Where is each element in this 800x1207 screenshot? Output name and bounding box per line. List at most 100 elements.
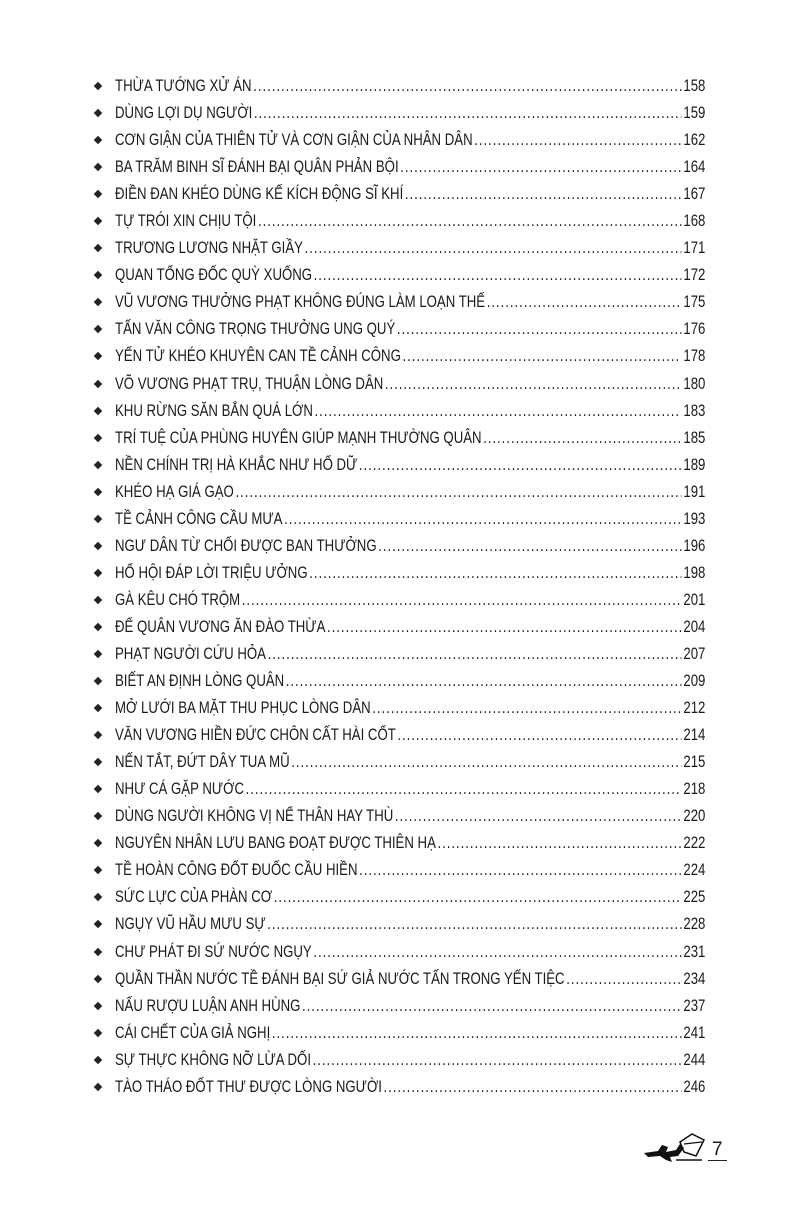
toc-entry: GÀ KÊU CHÓ TRỘM 201 [0, 587, 800, 614]
toc-entry-page: 176 [683, 320, 706, 339]
diamond-bullet-icon [93, 866, 103, 875]
dot-leader [268, 641, 682, 668]
diamond-bullet-icon [93, 676, 103, 686]
toc-entry-page: 189 [683, 455, 706, 474]
dot-leader [272, 1020, 682, 1047]
toc-line: SỨC LỰC CỦA PHÀN CƠ 225 [115, 884, 705, 911]
diamond-bullet-icon [93, 379, 103, 388]
toc-entry-title: ĐỂ QUÂN VƯƠNG ĂN ĐÀO THỪA [115, 617, 326, 636]
toc-entry-title: THỪA TƯỚNG XỬ ÁN [115, 77, 252, 95]
toc-entry-page: 171 [683, 239, 706, 258]
toc-entry: DÙNG LỢI DỤ NGƯỜI 159 [0, 100, 800, 127]
toc-entry-page: 228 [683, 915, 706, 934]
toc-line: QUAN TỔNG ĐỐC QUỲ XUỐNG 172 [115, 262, 705, 289]
toc-entry: NGƯ DÂN TỪ CHỐI ĐƯỢC BAN THƯỞNG 196 [0, 533, 800, 560]
toc-entry: TỀ CẢNH CÔNG CẦU MƯA 193 [0, 506, 800, 533]
toc-line: NGƯ DÂN TỪ CHỐI ĐƯỢC BAN THƯỞNG 196 [115, 533, 705, 560]
toc-entry-title: TRÍ TUỆ CỦA PHÙNG HUYÊN GIÚP MẠNH THƯỜNG… [115, 428, 482, 447]
toc-line: NẾN TẮT, ĐỨT DÂY TUA MŨ 215 [115, 749, 705, 776]
toc-line: HỔ HỘI ĐÁP LỜI TRIỆU ƯỞNG 198 [115, 560, 705, 587]
diamond-bullet-icon [93, 406, 103, 415]
toc-line: BA TRĂM BINH SĨ ĐÁNH BẠI QUÂN PHẢN BỘI 16… [115, 154, 705, 181]
diamond-bullet-icon [93, 1001, 103, 1010]
toc-entry: CƠN GIẬN CỦA THIÊN TỬ VÀ CƠN GIẬN CỦA NH… [0, 127, 800, 154]
dot-leader [313, 939, 681, 966]
toc-entry-title: KHÉO HẠ GIÁ GẠO [115, 482, 234, 501]
toc-entry-page: 167 [683, 185, 706, 204]
dot-leader [313, 1047, 682, 1074]
toc-entry-title: CÁI CHẾT CỦA GIẢ NGHỊ [115, 1023, 271, 1042]
toc-entry-title: HỔ HỘI ĐÁP LỜI TRIỆU ƯỞNG [115, 563, 308, 582]
toc-entry-title: TÀO THÁO ĐỐT THƯ ĐƯỢC LÒNG NGƯỜI [115, 1077, 382, 1096]
toc-entry: TRƯƠNG LƯƠNG NHẶT GIẦY 171 [0, 235, 800, 262]
toc-entry-page: 168 [683, 212, 706, 231]
dot-leader [359, 857, 682, 884]
toc-line: DÙNG NGƯỜI KHÔNG VỊ NỂ THÂN HAY THÙ 220 [115, 803, 705, 830]
toc-line: THỪA TƯỚNG XỬ ÁN 158 [115, 73, 705, 100]
toc-line: KHU RỪNG SĂN BẮN QUÁ LỚN 183 [115, 398, 705, 425]
diamond-bullet-icon [93, 703, 103, 713]
toc-entry-title: BIẾT AN ĐỊNH LÒNG QUÂN [115, 672, 285, 691]
toc-line: NGỤY VŨ HẦU MƯU SỰ 228 [115, 911, 705, 938]
dot-leader [235, 479, 681, 506]
toc-entry-page: 222 [683, 834, 706, 853]
page-number: 7 [708, 1140, 727, 1161]
diamond-bullet-icon [93, 893, 103, 902]
toc-line: TẤN VĂN CÔNG TRỌNG THƯỞNG UNG QUÝ 176 [115, 316, 705, 343]
toc-entry-page: 246 [683, 1077, 706, 1096]
toc-entry-page: 196 [683, 536, 706, 555]
diamond-bullet-icon [93, 839, 103, 848]
toc-entry-title: VĂN VƯƠNG HIỀN ĐỨC CHÔN CẤT HÀI CỐT [115, 726, 396, 745]
toc-entry-title: TỀ HOÀN CÔNG ĐỐT ĐUỐC CẦU HIỀN [115, 861, 358, 880]
toc-entry: TỰ TRÓI XIN CHỊU TỘI 168 [0, 208, 800, 235]
toc-entry-page: 183 [683, 401, 706, 420]
toc-entry-page: 193 [683, 509, 706, 528]
toc-entry-title: TẤN VĂN CÔNG TRỌNG THƯỞNG UNG QUÝ [115, 320, 396, 339]
toc-line: CHƯ PHÁT ĐI SỨ NƯỚC NGỤY 231 [115, 939, 705, 966]
diamond-bullet-icon [93, 541, 103, 551]
toc-entry: QUẦN THẦN NƯỚC TỀ ĐÁNH BẠI SỨ GIẢ NƯỚC T… [0, 966, 800, 993]
dot-leader [397, 316, 682, 343]
diamond-bullet-icon [93, 189, 103, 199]
toc-entry: BA TRĂM BINH SĨ ĐÁNH BẠI QUÂN PHẢN BỘI 16… [0, 154, 800, 181]
diamond-bullet-icon [93, 108, 103, 118]
dot-leader [302, 993, 682, 1020]
toc-line: KHÉO HẠ GIÁ GẠO 191 [115, 479, 705, 506]
toc-entry: SỨC LỰC CỦA PHÀN CƠ 225 [0, 884, 800, 911]
toc-entry: KHU RỪNG SĂN BẮN QUÁ LỚN 183 [0, 398, 800, 425]
dot-leader [395, 803, 682, 830]
toc-entry: ĐIỀN ĐAN KHÉO DÙNG KẾ KÍCH ĐỘNG SĨ KHÍ 16… [0, 181, 800, 208]
toc-line: MỞ LƯỚI BA MẶT THU PHỤC LÒNG DÂN 212 [115, 695, 705, 722]
toc-line: CƠN GIẬN CỦA THIÊN TỬ VÀ CƠN GIẬN CỦA NH… [115, 127, 705, 154]
toc-entry-page: 237 [683, 996, 706, 1015]
diamond-bullet-icon [93, 920, 103, 929]
toc-entry-title: CHƯ PHÁT ĐI SỨ NƯỚC NGỤY [115, 942, 312, 961]
toc-entry: VĂN VƯƠNG HIỀN ĐỨC CHÔN CẤT HÀI CỐT 214 [0, 722, 800, 749]
toc-entry: HỔ HỘI ĐÁP LỜI TRIỆU ƯỞNG 198 [0, 560, 800, 587]
dot-leader [309, 560, 682, 587]
toc-entry-page: 209 [683, 672, 706, 691]
toc-entry: CÁI CHẾT CỦA GIẢ NGHỊ 241 [0, 1020, 800, 1047]
dot-leader [291, 749, 682, 776]
dot-leader [474, 127, 682, 154]
toc-entry-page: 231 [683, 942, 706, 961]
toc-entry: MỞ LƯỚI BA MẶT THU PHỤC LÒNG DÂN 212 [0, 695, 800, 722]
toc-line: VÕ VƯƠNG PHẠT TRỤ, THUẬN LÒNG DÂN 180 [115, 371, 705, 398]
dot-leader [437, 830, 681, 857]
toc-entry-page: 220 [683, 807, 706, 826]
toc-entry-title: GÀ KÊU CHÓ TRỘM [115, 590, 241, 609]
diamond-bullet-icon [93, 352, 103, 361]
diamond-bullet-icon [93, 135, 103, 145]
toc-entry-title: SỨC LỰC CỦA PHÀN CƠ [115, 888, 273, 907]
toc-entry: NGUYÊN NHÂN LƯU BANG ĐOẠT ĐƯỢC THIÊN HẠ 2… [0, 830, 800, 857]
toc-entry-page: 158 [683, 77, 706, 95]
page-footer: 7 [640, 1130, 740, 1170]
dot-leader [267, 911, 682, 938]
toc-entry-page: 224 [683, 861, 706, 880]
toc-entry-page: 178 [683, 347, 706, 366]
toc-entry-page: 218 [683, 780, 706, 799]
diamond-bullet-icon [93, 622, 103, 632]
toc-entry-page: 198 [683, 563, 706, 582]
toc-entry-title: DÙNG LỢI DỤ NGƯỜI [115, 104, 253, 123]
diamond-bullet-icon [93, 784, 103, 794]
